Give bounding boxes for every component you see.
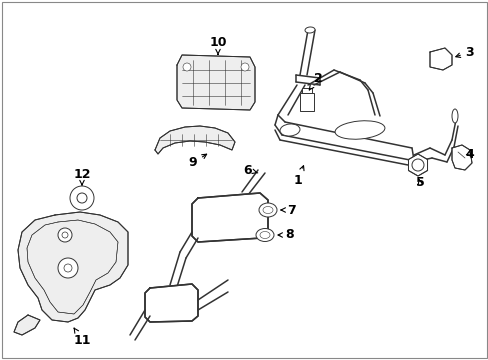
- Ellipse shape: [280, 124, 299, 136]
- Ellipse shape: [260, 231, 269, 238]
- Ellipse shape: [263, 207, 272, 213]
- Circle shape: [62, 232, 68, 238]
- Circle shape: [77, 193, 87, 203]
- Polygon shape: [192, 193, 267, 242]
- Circle shape: [58, 258, 78, 278]
- Text: 6: 6: [243, 163, 257, 176]
- Bar: [299, 93, 313, 111]
- Circle shape: [58, 228, 72, 242]
- Text: 1: 1: [293, 166, 304, 186]
- Ellipse shape: [256, 229, 273, 242]
- Text: 5: 5: [415, 176, 424, 189]
- Text: 3: 3: [455, 45, 473, 58]
- Text: 11: 11: [73, 328, 91, 346]
- Polygon shape: [407, 154, 427, 176]
- Text: 2: 2: [308, 72, 322, 90]
- Text: 7: 7: [281, 203, 296, 216]
- Circle shape: [64, 264, 72, 272]
- Text: 4: 4: [465, 148, 473, 162]
- Polygon shape: [429, 48, 451, 70]
- Circle shape: [183, 63, 191, 71]
- Bar: [302, 88, 311, 93]
- Polygon shape: [177, 55, 254, 110]
- Text: 9: 9: [188, 154, 206, 170]
- Text: 10: 10: [209, 36, 226, 54]
- Circle shape: [411, 159, 423, 171]
- Circle shape: [241, 63, 248, 71]
- Ellipse shape: [259, 203, 276, 217]
- Polygon shape: [145, 284, 198, 322]
- Polygon shape: [27, 220, 118, 314]
- Polygon shape: [451, 145, 471, 170]
- Circle shape: [70, 186, 94, 210]
- Polygon shape: [155, 126, 235, 154]
- Polygon shape: [18, 212, 128, 322]
- Polygon shape: [14, 315, 40, 335]
- Text: 12: 12: [73, 168, 91, 185]
- Ellipse shape: [334, 121, 384, 139]
- Ellipse shape: [451, 109, 457, 123]
- Ellipse shape: [305, 27, 314, 33]
- Text: 8: 8: [278, 229, 294, 242]
